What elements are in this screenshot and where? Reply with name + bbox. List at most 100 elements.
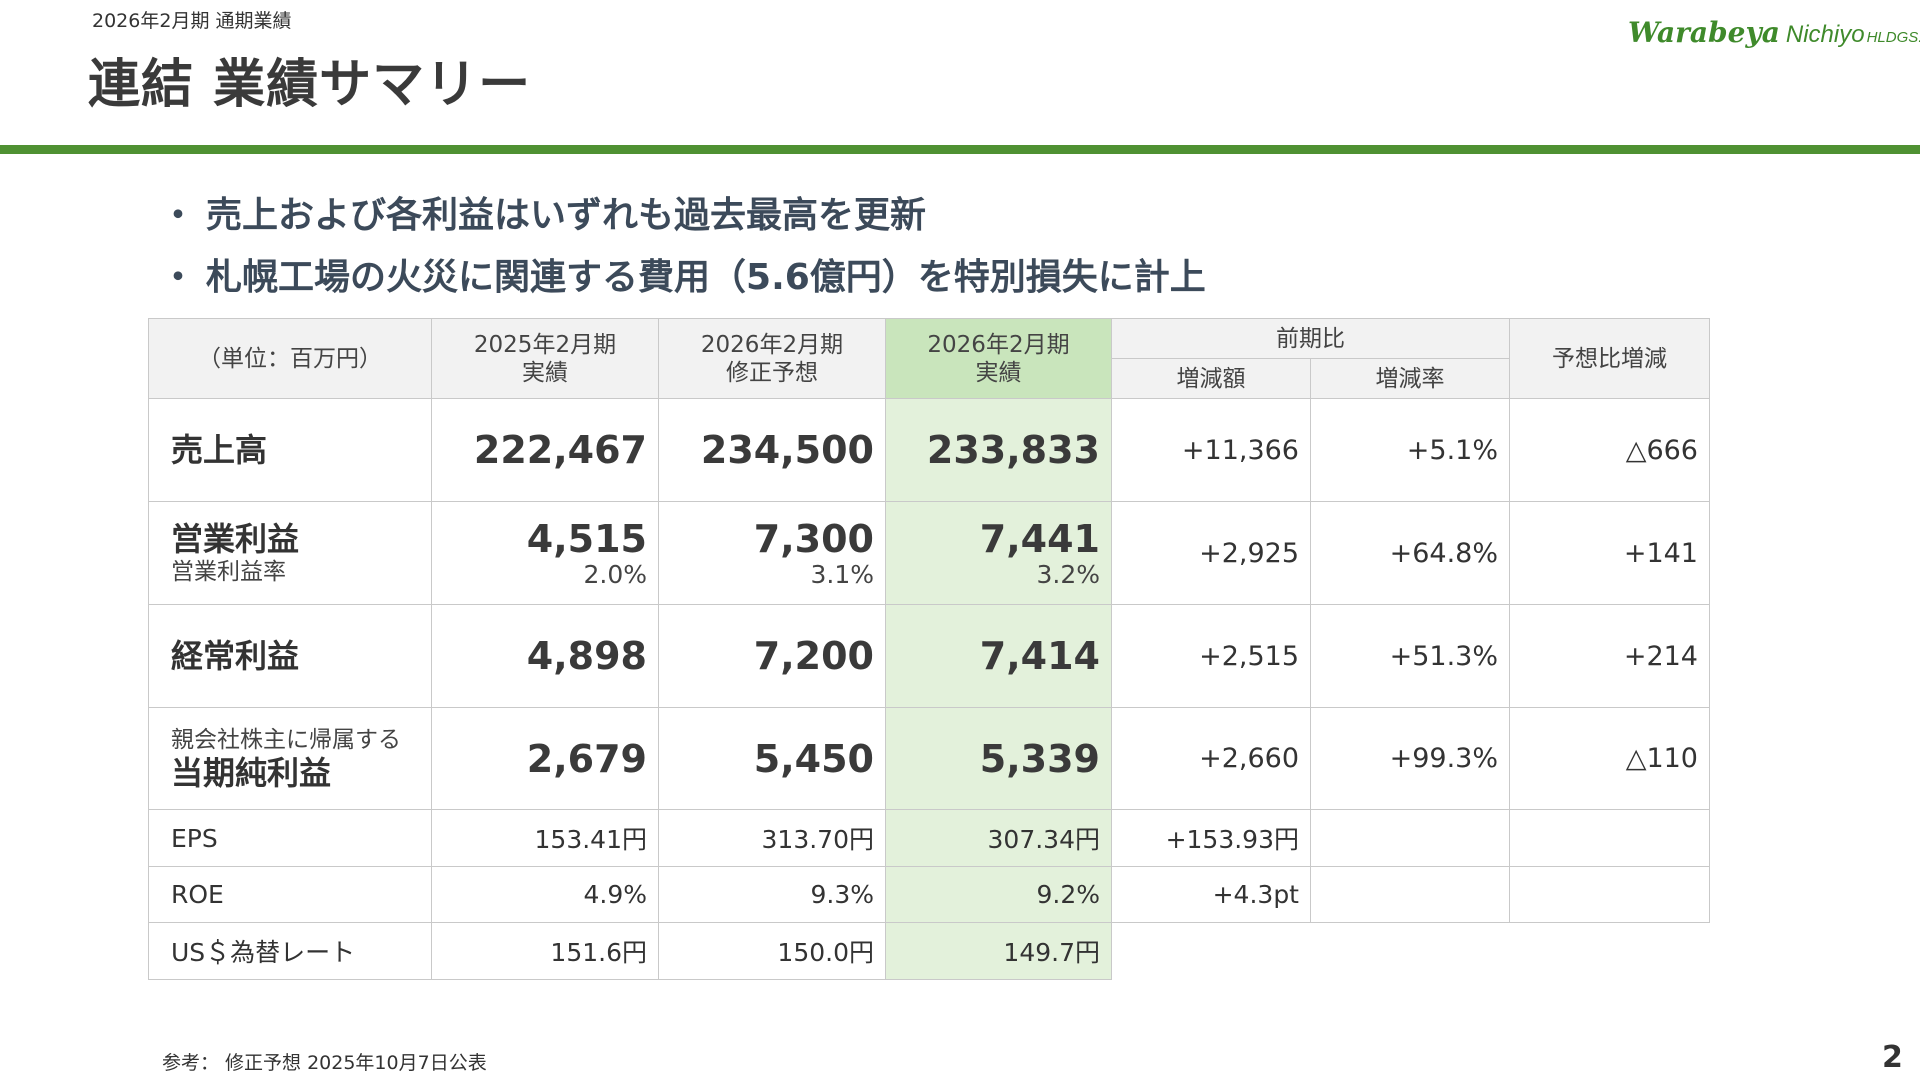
row-label-prefix: 親会社株主に帰属する xyxy=(171,726,401,753)
eps-vs-forecast-empty xyxy=(1509,809,1710,867)
logo-suffix: HLDGS. xyxy=(1866,29,1920,46)
row-label-text: US＄為替レート xyxy=(171,938,356,967)
fx-actual: 149.7円 xyxy=(885,922,1112,980)
roe-forecast: 9.3% xyxy=(658,866,886,923)
row-label: US＄為替レート xyxy=(148,922,432,980)
vs-forecast-header: 予想比増減 xyxy=(1509,318,1710,399)
ordinary-income-diff: +2,515 xyxy=(1111,604,1311,708)
bullet-mark: ・ xyxy=(160,257,197,298)
sales-vs-forecast: △666 xyxy=(1509,398,1710,502)
eps-diff: +153.93円 xyxy=(1111,809,1311,867)
row-label-text: 経常利益 xyxy=(171,637,300,675)
eps-actual: 307.34円 xyxy=(885,809,1112,867)
roe-diff: +4.3pt xyxy=(1111,866,1311,923)
table-row: ROE 4.9% 9.3% 9.2% +4.3pt xyxy=(148,866,1710,923)
roe-rate-empty xyxy=(1310,866,1510,923)
op-income-forecast-value: 7,300 xyxy=(753,517,874,561)
op-income-actual: 7,441 3.2% xyxy=(885,501,1112,605)
ordinary-income-forecast: 7,200 xyxy=(658,604,886,708)
fy26-forecast-header: 2026年2月期 修正予想 xyxy=(658,318,886,399)
header-line: 2025年2月期 xyxy=(473,331,617,358)
op-income-fy25: 4,515 2.0% xyxy=(431,501,659,605)
row-label: ROE xyxy=(148,866,432,923)
sales-fy25: 222,467 xyxy=(431,398,659,502)
header-line: 実績 xyxy=(522,359,568,386)
op-income-forecast: 7,300 3.1% xyxy=(658,501,886,605)
logo-name: Nichiyo xyxy=(1785,21,1865,48)
table-row: EPS 153.41円 313.70円 307.34円 +153.93円 xyxy=(148,809,1710,867)
row-label: 営業利益 営業利益率 xyxy=(148,501,432,605)
eps-rate-empty xyxy=(1310,809,1510,867)
eps-fy25: 153.41円 xyxy=(431,809,659,867)
op-income-actual-value: 7,441 xyxy=(979,517,1100,561)
op-income-actual-margin: 3.2% xyxy=(1036,560,1100,589)
op-income-fy25-margin: 2.0% xyxy=(583,560,647,589)
period-label: 2026年2月期 通期業績 xyxy=(92,10,292,32)
row-label: 親会社株主に帰属する 当期純利益 xyxy=(148,707,432,810)
roe-actual: 9.2% xyxy=(885,866,1112,923)
row-label-text: ROE xyxy=(171,880,224,909)
table-row: 経常利益 4,898 7,200 7,414 +2,515 +51.3% +21… xyxy=(148,604,1710,708)
ordinary-income-actual: 7,414 xyxy=(885,604,1112,708)
header-line: 2026年2月期 xyxy=(700,331,844,358)
highlight-item: ・売上および各利益はいずれも過去最高を更新 xyxy=(160,190,1206,252)
yoy-rate-header: 増減率 xyxy=(1310,358,1510,399)
row-label-text: 売上高 xyxy=(171,431,268,469)
fy26-actual-header: 2026年2月期 実績 xyxy=(885,318,1112,399)
sales-actual: 233,833 xyxy=(885,398,1112,502)
table-row: 営業利益 営業利益率 4,515 2.0% 7,300 3.1% 7,441 3… xyxy=(148,501,1710,605)
row-label-text: 当期純利益 xyxy=(171,753,332,792)
yoy-header: 前期比 xyxy=(1111,318,1510,359)
net-income-vs-forecast: △110 xyxy=(1509,707,1710,810)
header-line: 実績 xyxy=(975,359,1022,386)
roe-fy25: 4.9% xyxy=(431,866,659,923)
fx-empty xyxy=(1311,923,1510,980)
row-label-text: EPS xyxy=(171,823,218,853)
net-income-forecast: 5,450 xyxy=(658,707,886,810)
sales-diff: +11,366 xyxy=(1111,398,1311,502)
op-income-fy25-value: 4,515 xyxy=(526,517,647,561)
yoy-amount-header: 増減額 xyxy=(1111,358,1311,399)
unit-header: （単位：百万円） xyxy=(148,318,432,399)
results-summary-table: （単位：百万円） 2025年2月期 実績 2026年2月期 修正予想 2026年… xyxy=(148,318,1710,980)
footnote: 参考： 修正予想 2025年10月7日公表 xyxy=(162,1052,487,1074)
row-label: 経常利益 xyxy=(148,604,432,708)
op-income-diff: +2,925 xyxy=(1111,501,1311,605)
roe-vs-forecast-empty xyxy=(1509,866,1710,923)
net-income-diff: +2,660 xyxy=(1111,707,1311,810)
highlight-item: ・札幌工場の火災に関連する費用（5.6億円）を特別損失に計上 xyxy=(160,252,1206,314)
op-income-rate: +64.8% xyxy=(1310,501,1510,605)
fx-empty xyxy=(1112,923,1311,980)
fy25-actual-header: 2025年2月期 実績 xyxy=(431,318,659,399)
fx-empty xyxy=(1510,923,1710,980)
page-title: 連結 業績サマリー xyxy=(88,55,532,115)
op-income-forecast-margin: 3.1% xyxy=(810,560,874,589)
header-line: 2026年2月期 xyxy=(927,331,1070,358)
row-label: 売上高 xyxy=(148,398,432,502)
highlight-text: 札幌工場の火災に関連する費用（5.6億円）を特別損失に計上 xyxy=(206,257,1206,298)
highlight-text: 売上および各利益はいずれも過去最高を更新 xyxy=(206,195,927,236)
net-income-rate: +99.3% xyxy=(1310,707,1510,810)
logo-brand: Warabeya xyxy=(1628,16,1780,49)
fx-fy25: 151.6円 xyxy=(431,922,659,980)
eps-forecast: 313.70円 xyxy=(658,809,886,867)
page-number: 2 xyxy=(1882,1040,1903,1075)
table-header-row: （単位：百万円） 2025年2月期 実績 2026年2月期 修正予想 2026年… xyxy=(148,318,1710,399)
table-row: 親会社株主に帰属する 当期純利益 2,679 5,450 5,339 +2,66… xyxy=(148,707,1710,810)
ordinary-income-fy25: 4,898 xyxy=(431,604,659,708)
net-income-fy25: 2,679 xyxy=(431,707,659,810)
ordinary-income-rate: +51.3% xyxy=(1310,604,1510,708)
ordinary-income-vs-forecast: +214 xyxy=(1509,604,1710,708)
row-sublabel-text: 営業利益率 xyxy=(171,559,286,585)
company-logo: Warabeya Nichiyo HLDGS. xyxy=(1628,16,1920,49)
table-subheader-row: 増減額 増減率 xyxy=(149,358,1710,399)
sales-rate: +5.1% xyxy=(1310,398,1510,502)
table-row: US＄為替レート 151.6円 150.0円 149.7円 xyxy=(148,922,1710,980)
header-divider xyxy=(0,145,1920,154)
highlights-list: ・売上および各利益はいずれも過去最高を更新 ・札幌工場の火災に関連する費用（5.… xyxy=(160,190,1206,314)
row-label: EPS xyxy=(148,809,432,867)
fx-forecast: 150.0円 xyxy=(658,922,886,980)
sales-forecast: 234,500 xyxy=(658,398,886,502)
bullet-mark: ・ xyxy=(160,195,197,236)
header-line: 修正予想 xyxy=(726,359,818,386)
